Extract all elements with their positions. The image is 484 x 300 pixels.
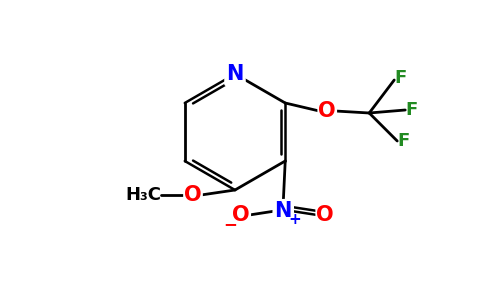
Text: F: F xyxy=(405,101,417,119)
Text: O: O xyxy=(184,185,202,205)
Text: O: O xyxy=(317,205,334,225)
Text: N: N xyxy=(227,64,243,84)
Text: N: N xyxy=(274,201,292,221)
Text: H₃C: H₃C xyxy=(125,186,161,204)
Text: F: F xyxy=(397,132,409,150)
Text: F: F xyxy=(394,69,407,87)
Text: O: O xyxy=(232,205,250,225)
Text: O: O xyxy=(318,101,336,121)
Text: −: − xyxy=(223,215,237,233)
Text: +: + xyxy=(289,212,302,226)
